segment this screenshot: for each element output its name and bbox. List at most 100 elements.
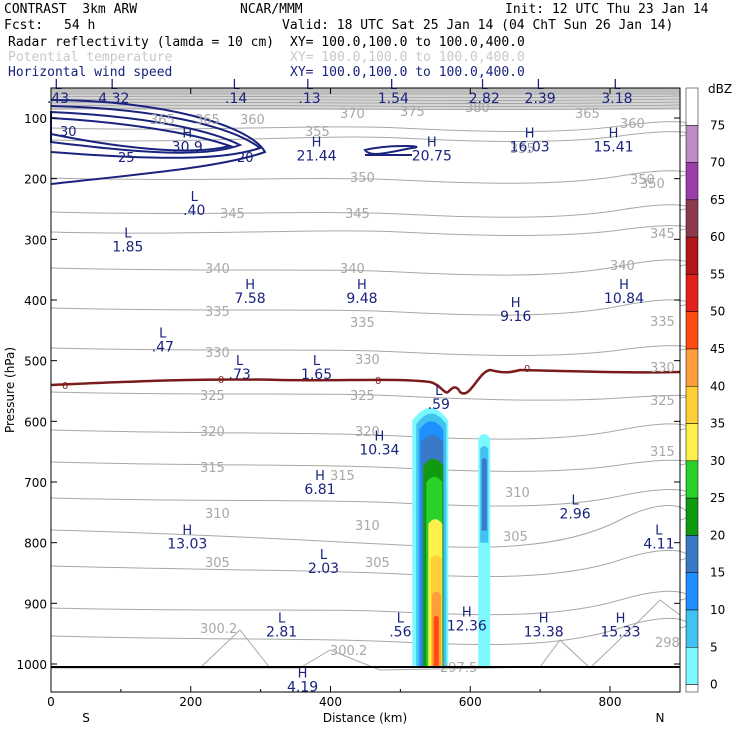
extremum-value: 1.85 [112,239,143,255]
y-tick-label: 500 [24,355,47,369]
y-tick-label: 200 [24,173,47,187]
theta-label: 365 [150,113,175,128]
extremum-value: .56 [389,625,411,641]
colorbar-label: 55 [710,267,725,281]
theta-label: 310 [205,507,230,522]
theta-label: 297.5 [440,661,477,676]
colorbar-swatch [685,647,699,685]
extremum-marker: L.40 [183,190,205,219]
radar-cell-main [433,615,439,668]
theta-contour [50,121,688,132]
extremum-type: L [306,78,314,93]
extremum-type: L [191,190,199,205]
extremum-value: .47 [152,340,174,356]
extremum-value: 3.18 [601,91,632,107]
extremum-value: 21.44 [296,148,336,164]
theta-contour [50,299,688,316]
colorbar-swatch [685,609,699,648]
wind-contour-30 [50,117,234,152]
colorbar-swatch [685,311,699,350]
extremum-marker: H9.16 [500,296,531,325]
extremum-value: 13.38 [524,625,564,641]
extremum-marker: H10.84 [604,278,644,307]
colorbar-swatch [685,125,699,163]
colorbar-label: 0 [710,678,718,692]
extremum-type: H [609,126,619,141]
theta-label: 345 [220,207,245,222]
extremum-type: L [159,327,167,342]
colorbar-label: 75 [710,118,725,132]
colorbar-label: 25 [710,491,725,505]
extremum-marker: H10.34 [359,430,399,459]
extremum-marker: L.59 [428,384,450,413]
theta-contour [50,488,688,507]
extremum-marker: L4.11 [643,524,674,553]
extremum-type: H [315,469,325,484]
freezing-label: 0 [218,375,224,386]
theta-contour [50,391,688,401]
x-end-label-south: S [82,711,90,725]
theta-label: 350 [630,173,655,188]
extremum-value: 2.81 [266,625,297,641]
extremum-type: L [313,354,321,369]
extremum-type: H [182,126,192,141]
freezing-label: 0 [524,364,530,375]
extremum-value: 16.03 [510,139,550,155]
colorbar-label: 35 [710,417,725,431]
theta-label: 305 [365,556,390,571]
y-tick-label: 1000 [16,658,47,672]
extremum-marker: H9.48 [346,278,377,307]
theta-line [50,98,681,101]
extremum-value: .59 [428,397,450,413]
extremum-marker: L4.32 [98,78,129,107]
extremum-marker: H13.38 [524,612,564,641]
x-axis-title: Distance (km) [323,711,407,725]
y-tick-label: 900 [24,597,47,611]
extremum-type: L [655,524,663,539]
colorbar-swatch [685,386,699,424]
theta-label: 365 [195,113,220,128]
extremum-value: .40 [183,203,205,219]
theta-contour [50,131,688,142]
extremum-value: 12.36 [447,619,487,635]
y-tick-label: 300 [24,233,47,247]
colorbar-label: 45 [710,342,725,356]
theta-contour [50,505,688,548]
theta-label: 340 [340,262,365,277]
theta-label: 320 [200,425,225,440]
extremum-type: H [511,296,521,311]
extremum-marker: L2.81 [266,612,297,641]
y-tick-label: 700 [24,476,47,490]
colorbar-swatch [685,572,699,611]
extremum-type: L [571,493,579,508]
extremum-value: 1.65 [301,367,332,383]
theta-label: 330 [650,361,675,376]
colorbar-swatch [685,535,699,573]
extremum-type: H [462,606,472,621]
extremum-marker: L.43 [47,78,69,107]
field-wind-xy: XY= 100.0,100.0 to 100.0,400.0 [290,65,525,80]
theta-label: 310 [355,519,380,534]
x-end-label-north: N [656,711,665,725]
extremum-marker: L1.65 [301,354,332,383]
field-theta-label: Potential temperature [8,50,173,65]
x-tick-label: 800 [599,695,622,709]
extremum-marker: H15.41 [593,126,633,155]
extremum-type: L [397,612,405,627]
freezing-level-line [50,368,681,395]
theta-label: 315 [650,445,675,460]
field-radar-label: Radar reflectivity (lamda = 10 cm) [8,35,275,50]
theta-label: 320 [355,425,380,440]
theta-label: 298 [655,636,680,651]
x-tick-label: 600 [459,695,482,709]
extremum-marker: H4.19 [287,666,318,695]
theta-label: 350 [640,177,665,192]
init-time: Init: 12 UTC Thu 23 Jan 14 [505,2,709,17]
extremum-type: L [110,78,118,93]
theta-contour [50,590,688,616]
extremum-value: .13 [298,91,320,107]
x-tick-label: 200 [179,695,202,709]
theta-contour [50,225,688,236]
fcst-value: 54 h [64,18,96,33]
